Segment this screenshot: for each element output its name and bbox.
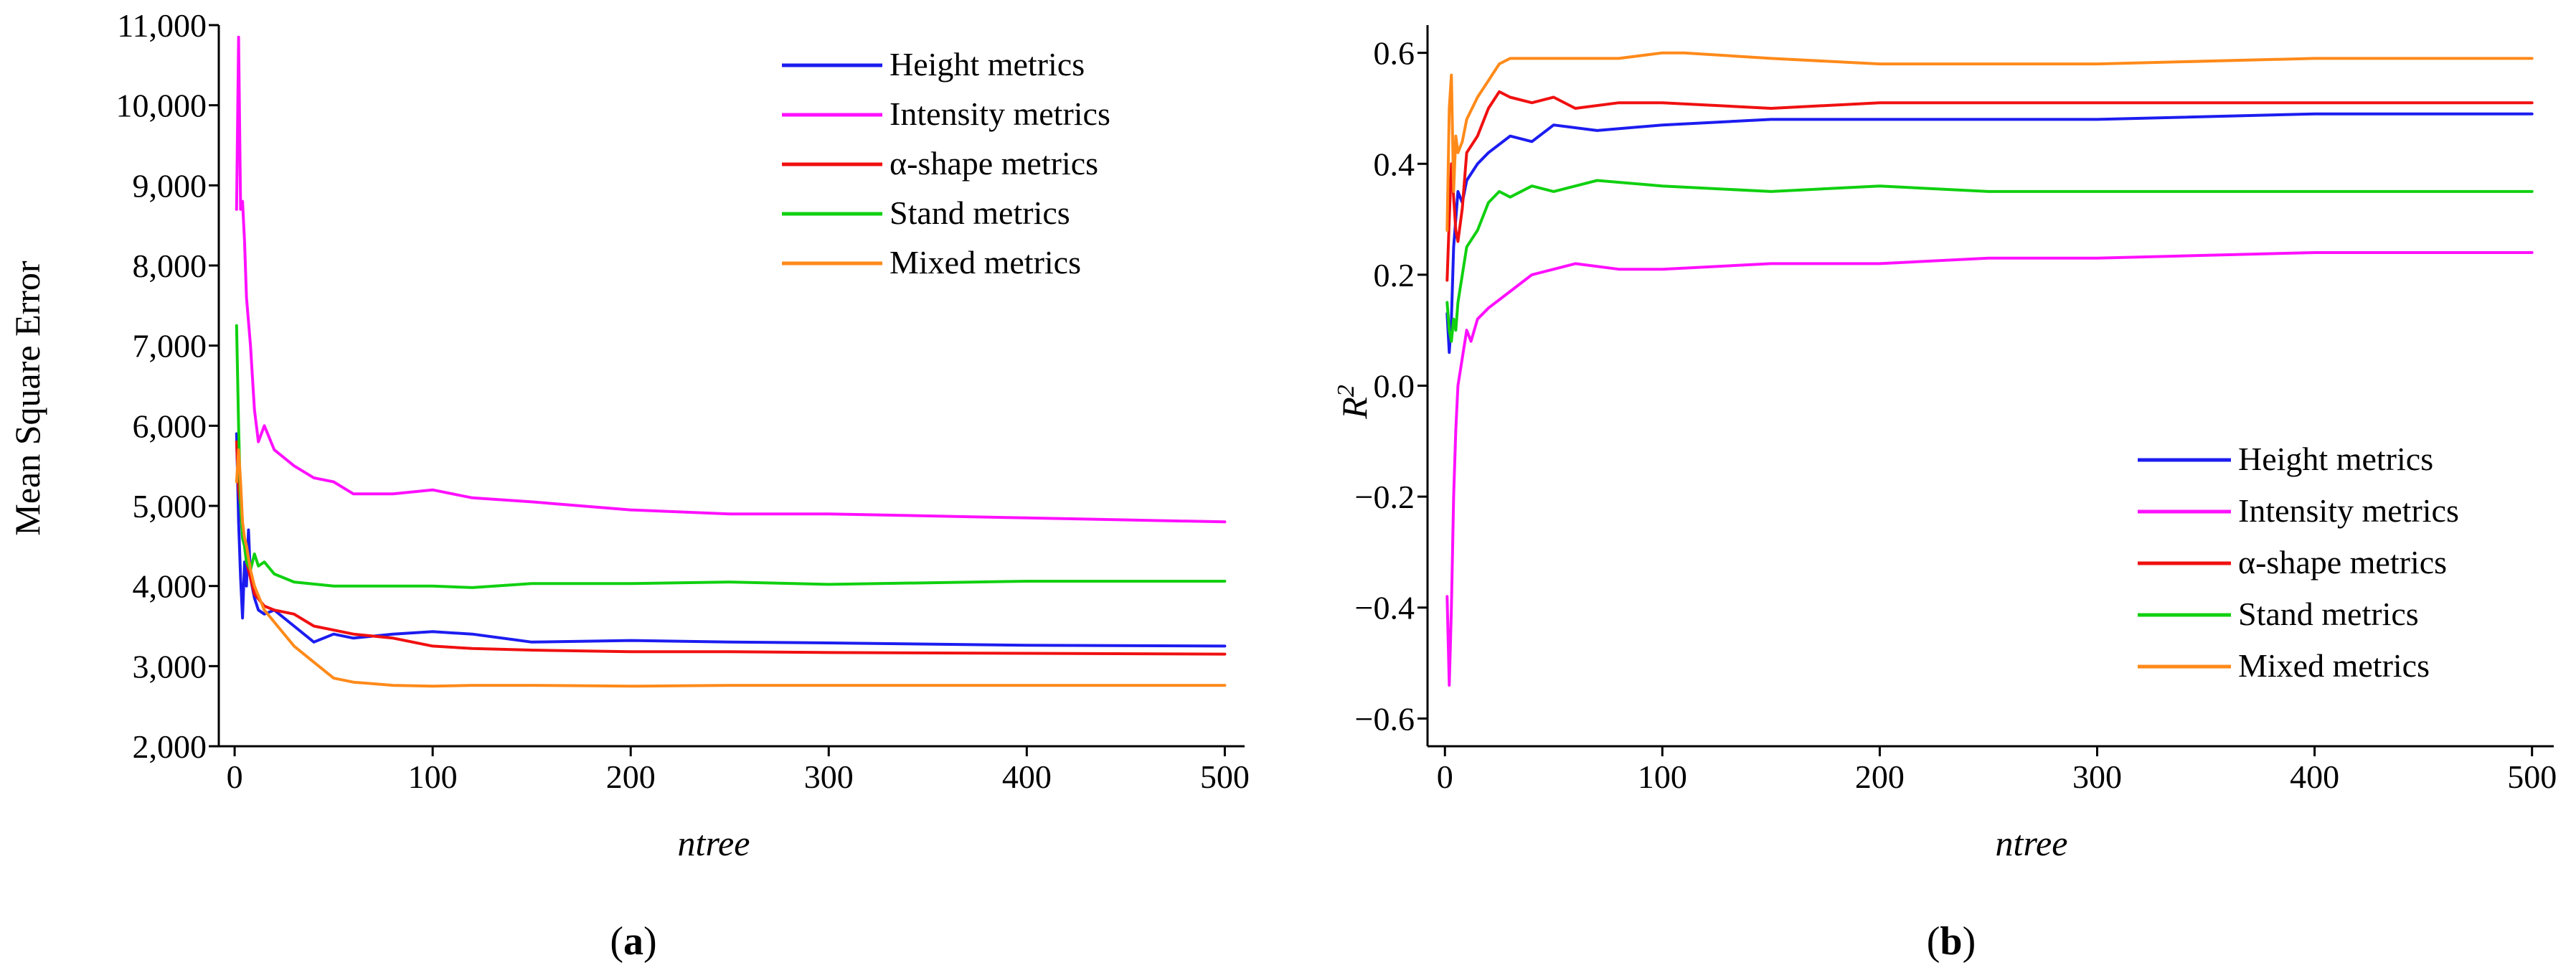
a-x-axis-title: ntree [678,823,750,863]
a-series-line-mixed-metrics [235,448,1227,688]
b-legend-label: Mixed metrics [2238,647,2430,684]
b-legend-label: Stand metrics [2238,596,2419,632]
a-y-tick-label: 5,000 [133,488,207,525]
b-panel-label-letter: b [1940,919,1962,964]
b-legend-label: Height metrics [2238,441,2433,477]
b-y-tick-label: 0.0 [1374,368,1415,405]
b-y-tick-label: 0.6 [1374,35,1415,72]
a-x-tick-label: 200 [606,758,656,795]
a-legend: Height metrics Intensity metrics α-shape m… [782,46,1110,281]
b-y-axis-title: R2 [1333,385,1374,420]
a-x-tick-label: 0 [227,758,243,795]
a-x-tick-label: 500 [1200,758,1250,795]
b-series-line-intensity-metrics [1445,251,2534,687]
a-series-line-height-metrics [235,432,1227,648]
b-y-tick-label: −0.4 [1355,590,1415,626]
a-x-tick-label: 400 [1002,758,1052,795]
b-x-tick-label: 0 [1437,758,1453,795]
a-y-tick-label: 7,000 [133,328,207,365]
b-y-tick-label: 0.2 [1374,257,1415,293]
b-series-line-mixed-metrics [1445,51,2534,232]
a-y-tick-label: 11,000 [117,7,207,44]
b-x-tick-label: 200 [1855,758,1905,795]
b-y-axis-title-superscript: 2 [1333,385,1359,397]
a-series-line-intensity-metrics [235,35,1227,524]
b-series-line-height-metrics [1445,112,2534,354]
a-y-tick-label: 3,000 [133,648,207,685]
b-x-tick-label: 300 [2072,758,2122,795]
a-y-tick-label: 6,000 [133,408,207,444]
b-y-tick-label: 0.4 [1374,146,1415,182]
a-series-line-stand-metrics [235,324,1227,589]
b-x-tick-label: 400 [2290,758,2339,795]
panel-a-chart: Mean Square Error ntree (a) 0 100 200 300 40… [7,7,1250,964]
b-series-line-stand-metrics [1445,179,2534,343]
a-legend-label: α-shape metrics [890,145,1098,182]
b-panel-label: (b) [1927,919,1976,964]
a-x-tick-label: 100 [408,758,458,795]
b-y-axis-title-base: R [1334,397,1374,420]
b-legend-label: α-shape metrics [2238,544,2447,580]
a-series-line--shape-metrics [235,440,1227,656]
a-legend-label: Mixed metrics [890,244,1081,281]
b-series-line--shape-metrics [1445,90,2534,282]
a-legend-label: Stand metrics [890,194,1070,231]
a-y-tick-label: 4,000 [133,568,207,605]
panel-b-chart: R2 ntree (b) 0 100 200 300 400 500 −0.6 −0.4 −0.… [1333,25,2557,964]
a-x-tick-label: 300 [804,758,854,795]
b-x-tick-label: 100 [1638,758,1687,795]
a-y-tick-label: 2,000 [133,728,207,765]
a-y-tick-label: 8,000 [133,248,207,284]
a-legend-label: Height metrics [890,46,1085,83]
b-x-axis-title: ntree [1996,823,2068,863]
a-panel-label: (a) [610,919,656,964]
a-y-axis-title: Mean Square Error [7,260,47,536]
a-panel-label-letter: a [623,919,643,964]
b-legend-label: Intensity metrics [2238,492,2459,529]
a-y-tick-label: 10,000 [116,88,207,124]
b-x-tick-label: 500 [2507,758,2557,795]
b-legend: Height metrics Intensity metrics α-shape m… [2138,441,2459,684]
b-y-tick-label: −0.6 [1355,700,1415,737]
b-y-tick-label: −0.2 [1355,479,1415,515]
a-legend-label: Intensity metrics [890,95,1110,132]
a-y-tick-label: 9,000 [133,167,207,204]
